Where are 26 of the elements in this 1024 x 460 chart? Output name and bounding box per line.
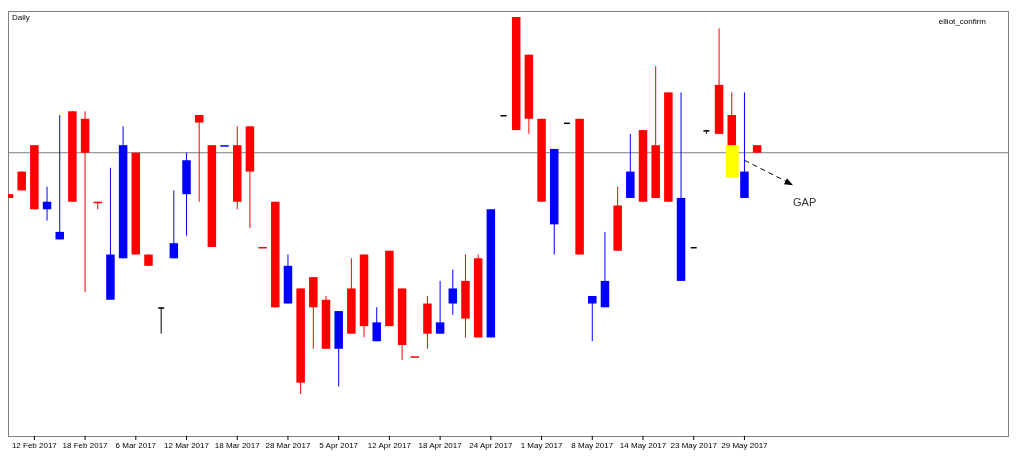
x-tick-label: 12 Mar 2017 [164, 441, 210, 450]
candlestick [435, 280, 445, 335]
candlestick [372, 306, 381, 342]
chart-title: Daily [12, 13, 30, 22]
candlestick [55, 114, 64, 240]
x-tick-label: 12 Feb 2017 [11, 441, 58, 450]
x-tick-label: 1 May 2017 [520, 441, 564, 450]
x-tick-label: 18 Apr 2017 [418, 441, 463, 450]
candlestick [448, 269, 458, 316]
x-tick-label: 8 May 2017 [571, 441, 614, 450]
x-tick-label: 5 Apr 2017 [319, 441, 359, 450]
x-tick-label: 18 Mar 2017 [214, 441, 261, 450]
candlestick [194, 114, 204, 203]
x-tick-label: 23 May 2017 [670, 441, 718, 450]
x-tick-label: 14 May 2017 [619, 441, 667, 450]
x-tick-label: 12 Apr 2017 [367, 441, 412, 450]
text: GAP [793, 196, 817, 209]
candlestick [169, 189, 179, 259]
x-tick-label: 29 May 2017 [721, 441, 769, 450]
x-tick-label: 24 Apr 2017 [469, 441, 513, 450]
x-tick-label: 18 Feb 2017 [62, 441, 109, 450]
x-tick-label: 6 Mar 2017 [115, 441, 157, 450]
candlestick [158, 306, 165, 335]
text: elliot_confirm [938, 17, 987, 26]
x-tick-label: 28 Mar 2017 [265, 441, 311, 450]
candlestick [588, 295, 597, 342]
